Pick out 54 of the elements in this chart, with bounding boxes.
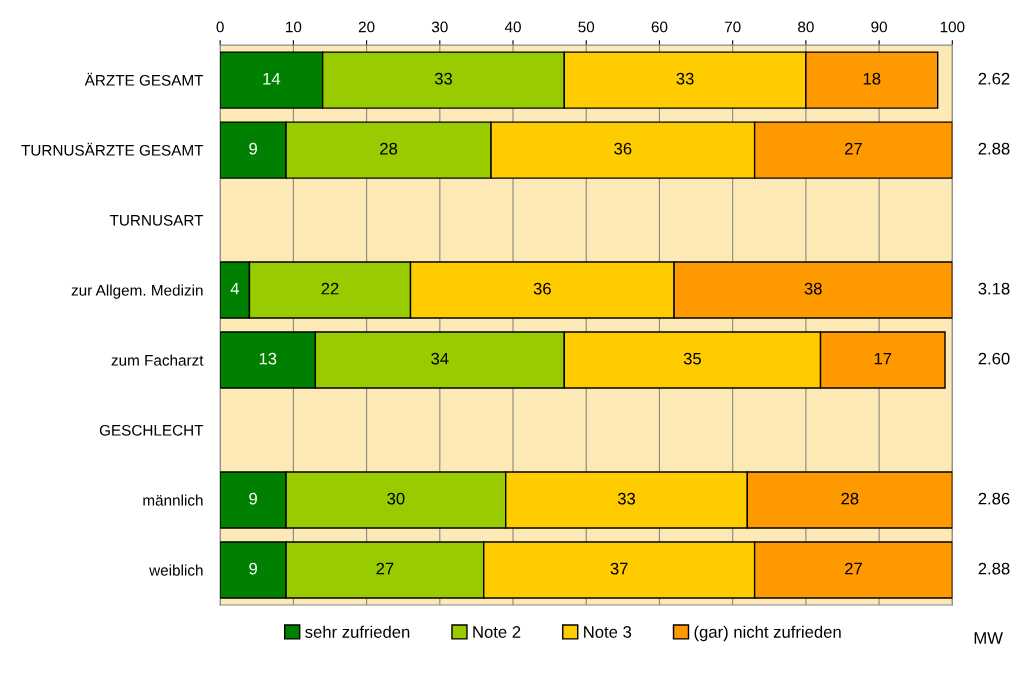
- y-tick-label: männlich: [143, 494, 203, 506]
- y-tick-label: zur Allgem. Medizin: [71, 284, 203, 299]
- data-label: 36: [614, 142, 632, 155]
- data-label: 36: [533, 282, 551, 295]
- data-label: 9: [249, 142, 257, 155]
- text: 2.62: [978, 72, 1010, 85]
- data-label: 38: [804, 282, 822, 295]
- x-tick-label: 20: [358, 21, 375, 33]
- data-label: 37: [610, 562, 628, 575]
- x-tick-label: 90: [871, 21, 887, 33]
- legend-label: Note 2: [473, 626, 521, 638]
- data-label: 33: [434, 72, 453, 85]
- y-tick-label: weiblich: [149, 564, 203, 576]
- data-label: 28: [841, 492, 859, 505]
- data-label: 22: [321, 282, 339, 295]
- x-tick-label: 0: [216, 21, 224, 33]
- data-label: 30: [387, 492, 405, 505]
- text: MW: [974, 632, 1003, 644]
- x-tick-label: 40: [504, 21, 521, 33]
- text: 2.88: [978, 562, 1010, 575]
- data-label: 27: [845, 562, 862, 575]
- y-tick-label: GESCHLECHT: [99, 424, 204, 436]
- data-label: 33: [617, 492, 636, 505]
- y-tick-label: ÄRZTE GESAMT: [84, 72, 204, 86]
- x-tick-label: 50: [578, 21, 595, 33]
- data-label: 27: [376, 562, 394, 575]
- data-label: 4: [230, 282, 239, 295]
- text: 2.86: [978, 492, 1010, 505]
- data-label: 28: [380, 142, 398, 155]
- x-tick-label: 70: [724, 21, 741, 33]
- legend-label: (gar) nicht zufrieden: [694, 625, 841, 642]
- data-label: 33: [676, 72, 694, 85]
- x-tick-label: 10: [286, 21, 302, 33]
- x-tick-label: 80: [798, 21, 814, 33]
- data-label: 18: [863, 72, 881, 85]
- data-label: 34: [431, 352, 449, 365]
- data-label: 17: [874, 352, 892, 365]
- data-label: 27: [845, 142, 862, 155]
- x-tick-label: 60: [651, 21, 668, 33]
- text: 3.18: [978, 282, 1010, 295]
- data-label: 9: [249, 492, 257, 505]
- x-tick-label: 30: [431, 21, 448, 33]
- text: 2.60: [978, 352, 1010, 365]
- legend-label: Note 3: [584, 626, 632, 638]
- y-tick-label: zum Facharzt: [111, 354, 204, 366]
- data-label: 13: [259, 352, 277, 365]
- y-tick-label: TURNUSÄRZTE GESAMT: [21, 142, 204, 156]
- y-tick-label: TURNUSART: [109, 214, 204, 226]
- legend-label: sehr zufrieden: [305, 625, 410, 638]
- text: 2.88: [978, 142, 1010, 155]
- data-label: 14: [263, 72, 281, 85]
- data-label: 35: [683, 352, 701, 365]
- data-label: 9: [249, 562, 257, 575]
- x-tick-label: 100: [940, 21, 965, 33]
